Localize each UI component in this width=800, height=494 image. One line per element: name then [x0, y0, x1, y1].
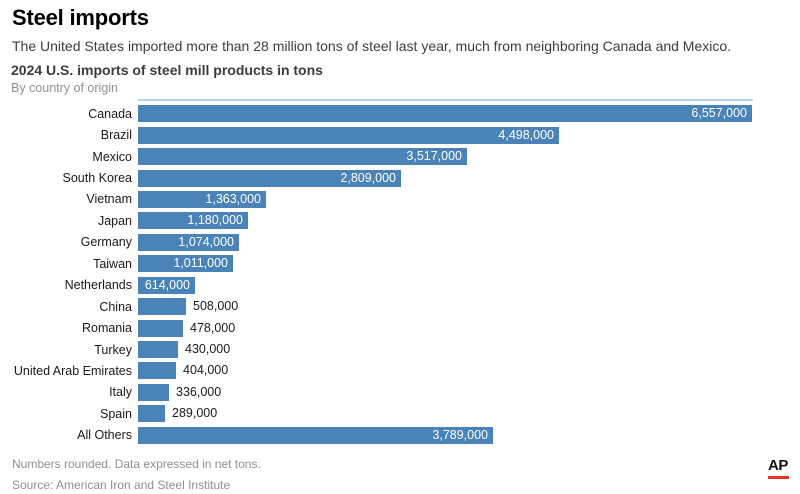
bar-label: Turkey: [94, 342, 132, 357]
bar-track: 289,000: [138, 405, 800, 423]
bar: [138, 362, 176, 380]
bar-value: 1,363,000: [205, 191, 261, 206]
bar-row: United Arab Emirates 404,000: [0, 360, 800, 381]
bar-value: 289,000: [172, 406, 218, 421]
bar: 1,011,000: [138, 255, 233, 273]
bar-row: All Others 3,789,000: [0, 425, 800, 446]
bar-label: Japan: [97, 213, 132, 228]
bar-row: Taiwan 1,011,000: [0, 253, 800, 274]
bar: 2,809,000: [138, 169, 401, 187]
bar-track: 3,517,000: [138, 148, 800, 166]
chart-title: 2024 U.S. imports of steel mill products…: [11, 62, 323, 78]
bar-row: Netherlands 614,000: [0, 275, 800, 296]
bar-track: 1,180,000: [138, 212, 800, 230]
bar-track: 614,000: [138, 276, 800, 294]
ap-logo-text: AP: [768, 457, 788, 474]
bar-value: 508,000: [193, 299, 239, 314]
bar-label: Vietnam: [86, 192, 132, 207]
bar-row: South Korea 2,809,000: [0, 167, 800, 188]
bar-value: 430,000: [185, 342, 231, 357]
bar: 4,498,000: [138, 126, 559, 144]
bar: 3,789,000: [138, 426, 493, 444]
bar-label: Mexico: [92, 149, 132, 164]
bar: 3,517,000: [138, 148, 467, 166]
bar-row: China 508,000: [0, 296, 800, 317]
bar-value: 1,011,000: [173, 256, 228, 271]
bar: 1,363,000: [138, 190, 266, 208]
bar: 6,557,000: [138, 105, 752, 123]
bar-row: Japan 1,180,000: [0, 210, 800, 231]
bar-value: 336,000: [176, 384, 222, 399]
bar-track: 6,557,000: [138, 105, 800, 123]
bar-track: 430,000: [138, 341, 800, 359]
bar-value: 2,809,000: [340, 170, 396, 185]
bar-track: 1,363,000: [138, 190, 800, 208]
bar: [138, 298, 186, 316]
bar-value: 614,000: [144, 277, 190, 292]
bar-label: Brazil: [100, 128, 132, 143]
bar-track: 478,000: [138, 319, 800, 337]
bar: [138, 319, 183, 337]
bar-track: 2,809,000: [138, 169, 800, 187]
bar-label: All Others: [77, 428, 132, 443]
bar: [138, 383, 169, 401]
bar-row: Turkey 430,000: [0, 339, 800, 360]
bar-track: 3,789,000: [138, 426, 800, 444]
bar-track: 404,000: [138, 362, 800, 380]
bar-track: 336,000: [138, 383, 800, 401]
bar: 614,000: [138, 276, 195, 294]
bar: 1,074,000: [138, 233, 239, 251]
bar-label: South Korea: [62, 171, 133, 186]
bar-value: 3,517,000: [406, 149, 462, 164]
chart-rows: Canada 6,557,000 Brazil 4,498,000 Mexico 3,51…: [0, 103, 800, 446]
bar-row: Mexico 3,517,000: [0, 146, 800, 167]
bar-value: 478,000: [190, 320, 236, 335]
bar-label: Spain: [100, 406, 132, 421]
page-description: The United States imported more than 28 …: [12, 38, 732, 54]
bar: 1,180,000: [138, 212, 248, 230]
bar-row: Spain 289,000: [0, 403, 800, 424]
bar-track: 508,000: [138, 298, 800, 316]
bar-value: 4,498,000: [498, 127, 554, 142]
ap-logo-underline: [768, 476, 789, 479]
bar-row: Canada 6,557,000: [0, 103, 800, 124]
bar-value: 1,074,000: [178, 234, 234, 249]
bar-value: 3,789,000: [432, 427, 488, 442]
bar-label: Taiwan: [93, 256, 132, 271]
bar-label: United Arab Emirates: [13, 363, 132, 378]
bar-label: Italy: [109, 385, 132, 400]
bar-label: Germany: [80, 235, 132, 250]
ap-logo: AP: [768, 458, 789, 479]
bar-track: 1,074,000: [138, 233, 800, 251]
bar: [138, 341, 178, 359]
page-title: Steel imports: [12, 5, 149, 30]
bar-row: Vietnam 1,363,000: [0, 189, 800, 210]
bar-row: Italy 336,000: [0, 382, 800, 403]
bar-label: China: [99, 299, 132, 314]
footer-note: Numbers rounded. Data expressed in net t…: [12, 457, 261, 471]
bar-value: 404,000: [183, 363, 229, 378]
bar-value: 1,180,000: [187, 213, 243, 228]
bar-track: 1,011,000: [138, 255, 800, 273]
bar-label: Canada: [88, 106, 132, 121]
bar-label: Netherlands: [64, 278, 132, 293]
bar-row: Brazil 4,498,000: [0, 124, 800, 145]
chart-subtitle: By country of origin: [11, 81, 118, 95]
bar: [138, 405, 165, 423]
bar-row: Germany 1,074,000: [0, 232, 800, 253]
bar-track: 4,498,000: [138, 126, 800, 144]
bar-value: 6,557,000: [691, 106, 747, 121]
bar-row: Romania 478,000: [0, 317, 800, 338]
footer-source: Source: American Iron and Steel Institut…: [12, 478, 231, 492]
bar-label: Romania: [81, 321, 132, 336]
chart-top-rule: [138, 99, 753, 101]
